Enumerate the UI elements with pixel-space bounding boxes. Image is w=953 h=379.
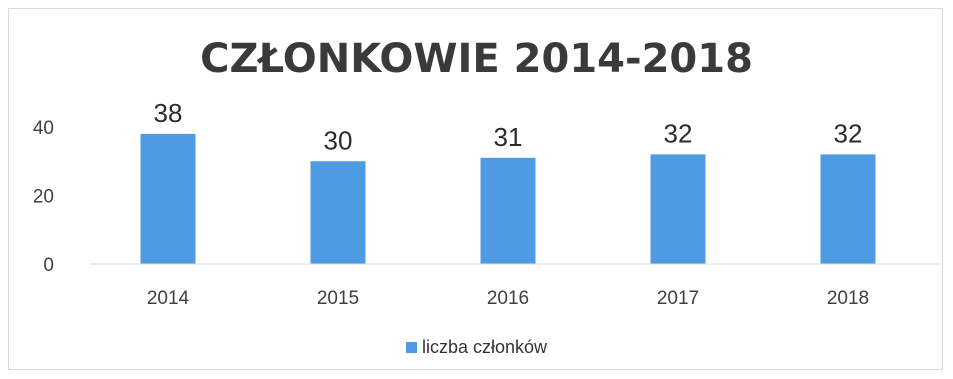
x-tick-label: 2016	[487, 288, 529, 309]
x-tick-label: 2015	[317, 288, 359, 309]
legend-label: liczba członków	[421, 337, 548, 357]
y-tick-label: 40	[33, 118, 54, 139]
bar	[480, 157, 536, 264]
bar	[650, 154, 706, 264]
y-tick-label: 0	[43, 255, 54, 276]
data-label: 31	[494, 122, 523, 152]
legend-swatch	[405, 342, 417, 353]
data-label: 32	[834, 118, 863, 148]
bar	[310, 161, 366, 264]
chart-title: CZŁONKOWIE 2014-2018	[200, 36, 753, 82]
x-tick-label: 2014	[147, 288, 190, 309]
data-label: 30	[324, 125, 353, 155]
data-label: 38	[154, 98, 183, 128]
bar	[820, 154, 876, 264]
x-tick-label: 2017	[657, 288, 699, 309]
bar	[140, 133, 196, 264]
data-label: 32	[664, 118, 693, 148]
legend: liczba członków	[0, 337, 953, 358]
x-tick-label: 2018	[827, 288, 869, 309]
y-tick-label: 20	[33, 187, 54, 208]
